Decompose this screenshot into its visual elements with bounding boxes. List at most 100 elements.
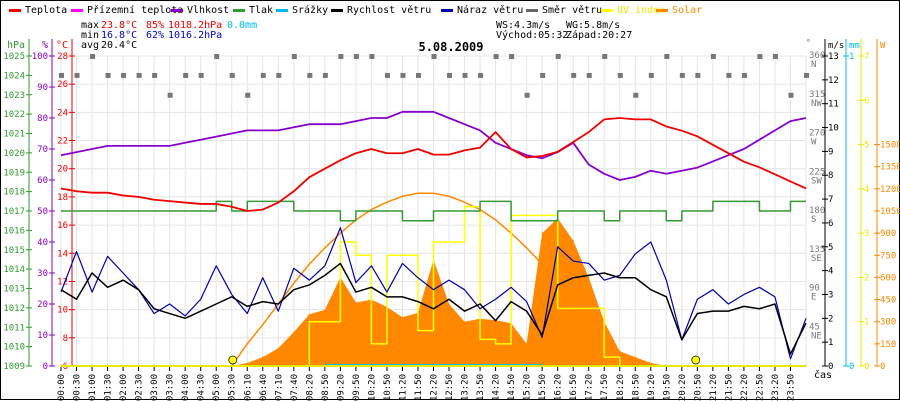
wind-direction-mark: [695, 72, 701, 78]
wind-direction-mark: [586, 72, 592, 78]
humidity-tick-label: 80: [37, 114, 48, 124]
legend-item: Teplota: [25, 5, 67, 16]
stat-max-temp: 23.8°C: [101, 20, 137, 31]
pressure-tick-label: 1019: [3, 168, 25, 178]
legend-item: Rychlost větru: [347, 4, 431, 16]
stat-wg: WG:5.8m/s: [566, 20, 620, 31]
pressure-line: [61, 200, 806, 222]
solar-tick-label: 0: [880, 362, 885, 372]
pressure-tick-label: 1025: [3, 52, 25, 62]
solar-point: [448, 303, 450, 305]
x-tick-label: 08:20: [305, 374, 315, 401]
pressure-tick-label: 1011: [3, 323, 25, 333]
direction-tick-label: 90: [809, 284, 820, 294]
legend-item: Náraz větru: [457, 4, 523, 16]
stat-max-label: max: [81, 20, 99, 31]
wind-direction-mark: [710, 54, 716, 59]
wind-direction-mark: [105, 72, 111, 78]
wind-direction-mark: [74, 72, 80, 78]
wind-direction-mark: [447, 72, 453, 78]
x-tick-label: 21:50: [724, 374, 734, 401]
wind-direction-mark: [648, 72, 654, 78]
direction-tick-label: 225: [809, 167, 825, 177]
solar-point: [293, 331, 295, 333]
uv-tick-label: 2: [864, 273, 869, 283]
direction-tick-name: NE: [811, 331, 822, 341]
wind-tick-label: 0: [828, 362, 833, 372]
legend-item: Tlak: [249, 5, 273, 16]
wind-direction-mark: [788, 92, 794, 98]
wind-direction-mark: [741, 72, 747, 78]
x-tick-label: 15:20: [523, 374, 533, 401]
wind-tick-label: 6: [828, 219, 833, 229]
pressure-tick-label: 1020: [3, 149, 25, 159]
solar-tick-label: 750: [880, 251, 896, 261]
x-tick-label: 09:20: [336, 374, 346, 401]
wind-direction-mark: [229, 72, 235, 78]
x-tick-label: 03:30: [166, 374, 176, 401]
x-tick-label: 04:00: [181, 374, 191, 401]
legend-swatch: [9, 9, 21, 12]
solar-tick-label: 150: [880, 340, 896, 350]
legend-item: Vlhkost: [187, 5, 229, 16]
x-tick-label: 07:10: [274, 374, 284, 401]
x-tick-label: 18:50: [631, 374, 641, 401]
solar-point: [619, 350, 621, 352]
legend-item: Srážky: [292, 4, 328, 16]
direction-tick-name: SE: [811, 254, 822, 264]
humidity-line: [60, 110, 807, 181]
solar-tick-label: 900: [880, 229, 896, 239]
wind-direction-mark: [214, 54, 220, 59]
solar-point: [541, 232, 543, 234]
pressure-tick-label: 1014: [3, 265, 25, 275]
uv-tick-label: 7: [864, 52, 869, 62]
x-tick-label: 06:10: [243, 374, 253, 401]
x-tick-label: 19:20: [647, 374, 657, 401]
x-tick-label: 21:20: [709, 374, 719, 401]
pressure-tick-label: 1012: [3, 304, 25, 314]
x-tick-label: 01:30: [104, 374, 114, 401]
chart-title: 5.08.2009: [418, 40, 483, 54]
legend-item: Přízemní teplota: [87, 4, 183, 16]
legend-swatch: [441, 9, 453, 12]
direction-tick-name: S: [811, 215, 816, 225]
wind-direction-mark: [726, 72, 732, 78]
solar-point: [572, 239, 574, 242]
pressure-tick-label: 1022: [3, 110, 25, 120]
temperature-axis-unit: °C: [56, 40, 68, 51]
x-tick-label: 02:00: [119, 374, 129, 401]
x-tick-label: 02:30: [135, 374, 145, 401]
uv-tick-label: 5: [864, 141, 869, 151]
pressure-axis-unit: hPa: [7, 40, 25, 51]
wind-direction-mark: [524, 92, 530, 98]
humidity-tick-label: 100: [32, 52, 48, 62]
wind-direction-mark: [509, 54, 515, 59]
x-tick-label: 13:20: [461, 374, 471, 401]
stat-max-hum: 85%: [146, 20, 164, 31]
x-tick-label: 11:20: [398, 374, 408, 401]
uv-tick-label: 1: [864, 318, 869, 328]
solar-axis-unit: W: [880, 41, 886, 51]
solar-point: [355, 301, 357, 304]
temperature-tick-label: 12: [57, 277, 68, 287]
wind-direction-mark: [555, 54, 561, 59]
direction-tick-label: 135: [809, 245, 825, 255]
wind-tick-label: 12: [828, 76, 839, 86]
temperature-tick-label: 10: [57, 306, 68, 316]
wind-direction-mark: [415, 72, 421, 78]
solar-tick-label: 600: [880, 273, 896, 283]
temperature-line: [60, 117, 807, 212]
x-tick-label: 23:20: [771, 374, 781, 401]
direction-tick-label: 360: [809, 51, 825, 61]
solar-tick-label: 300: [880, 318, 896, 328]
wind-tick-label: 2: [828, 314, 833, 324]
humidity-tick-label: 20: [37, 300, 48, 310]
humidity-tick-label: 60: [37, 176, 48, 186]
solar-tick-label: 1200: [880, 185, 900, 195]
wind-speed-line: [60, 262, 807, 355]
humidity-tick-label: 30: [37, 269, 48, 279]
temperature-tick-label: 28: [57, 52, 68, 62]
x-axis: 00:00 00:30 01:00 01:30 02:00 02:30 03:00 03:30…: [57, 367, 832, 401]
humidity-tick-label: 40: [37, 238, 48, 248]
